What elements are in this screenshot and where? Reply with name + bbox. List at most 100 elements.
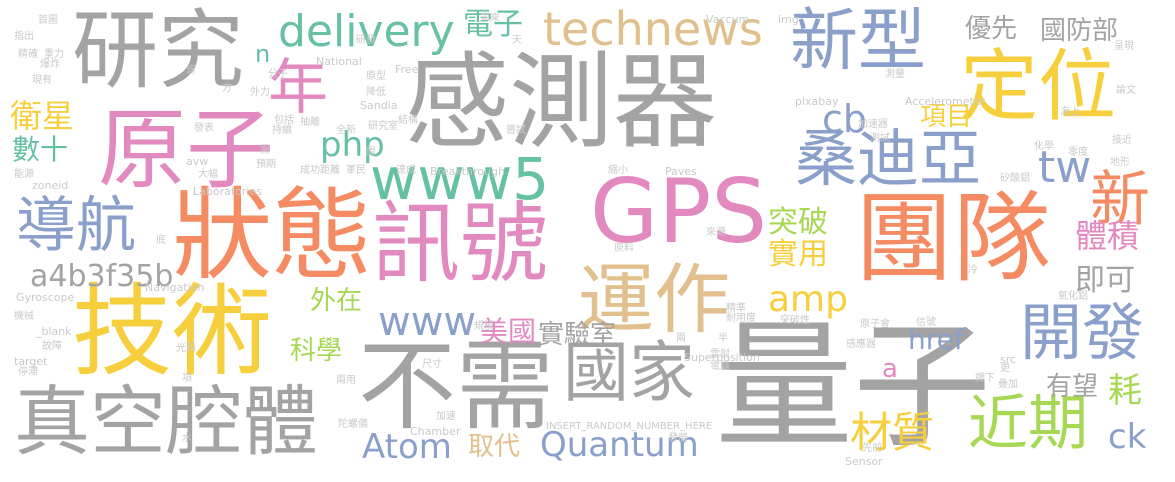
word-promising: 有望 <box>1046 372 1099 402</box>
word-cb: cb <box>822 97 868 141</box>
word-gps: GPS <box>590 160 768 263</box>
word-amp: amp <box>768 279 848 320</box>
word-country: 國家 <box>563 334 695 411</box>
word-href: href <box>908 323 964 356</box>
word-php: php <box>320 125 385 165</box>
word-paves: Paves <box>665 165 697 178</box>
word-s31: 加速器 <box>858 119 888 130</box>
word-s37: 零度 <box>1068 147 1088 158</box>
word-usa: 美國 <box>480 315 537 348</box>
word-www: www <box>378 299 477 345</box>
word-national: National <box>316 55 362 68</box>
word-team: 團隊 <box>855 182 1052 296</box>
word-develop: 開發 <box>1020 296 1145 369</box>
word-technews: technews <box>543 2 763 56</box>
word-chamber: Chamber <box>410 425 461 438</box>
word-s6: 機械 <box>14 311 34 322</box>
word-img: img <box>778 13 799 26</box>
word-accelerometer: Accelerometer <box>905 95 986 108</box>
word-s48: 電腦 <box>710 361 730 372</box>
word-src: src <box>1000 353 1017 366</box>
word-s71: 提 <box>366 147 376 158</box>
word-research: 研究 <box>72 1 244 101</box>
word-s11: 外力 <box>250 87 270 98</box>
word-s14: 發表 <box>194 123 214 134</box>
word-sensor-en: Sensor <box>845 455 883 468</box>
word-s3: 精確 <box>18 49 38 60</box>
word-vacuum-chamber: 真空腔體 <box>14 377 318 466</box>
word-science: 科學 <box>290 336 343 366</box>
word-s39: 矽酸鋁 <box>1000 173 1030 184</box>
word-s8: 停滯 <box>18 367 38 378</box>
word-s34: 海上 <box>1060 107 1080 118</box>
word-target: target <box>14 355 48 368</box>
word-s46: 信號 <box>916 317 936 328</box>
word-s74: 研發 <box>356 35 376 46</box>
word-navigation-en: Navigation <box>145 281 205 294</box>
word-s57: 光照 <box>176 343 196 354</box>
word-s58: 發展 <box>668 433 688 444</box>
word-n: n <box>255 40 271 68</box>
word-s41: 冷 <box>968 265 978 276</box>
word-s10: 分子 <box>268 69 288 80</box>
word-s54: 尺寸 <box>422 359 442 370</box>
word-s9: 重力 <box>44 49 64 60</box>
word-vaccum: Vaccum <box>706 13 750 26</box>
word-insert-random: INSERT_RANDOM_NUMBER_HERE <box>546 421 713 432</box>
word-atom-en: Atom <box>362 427 452 467</box>
word-positioning: 定位 <box>960 42 1117 132</box>
word-s20: 研究室 <box>368 121 398 132</box>
word-superposition: Superposition <box>684 351 760 364</box>
word-breakthrough: 突破 <box>768 205 828 240</box>
word-not-needed: 不需 <box>358 330 555 444</box>
word-s68: 兩 <box>676 333 686 344</box>
word-s18: 距離 <box>320 165 340 176</box>
word-s60: 論文 <box>1116 85 1136 96</box>
word-sandia: 桑迪亞 <box>795 122 982 195</box>
word-s73: 爆炸 <box>40 59 60 70</box>
word-s30: 來源 <box>706 227 726 238</box>
word-s61: 呈現 <box>1114 41 1134 52</box>
word-s72: 規模 <box>474 321 494 332</box>
word-consume: 耗 <box>1108 371 1142 411</box>
word-s43: 耐用度 <box>726 313 756 324</box>
word-s66: 項 <box>182 373 192 384</box>
word-s29: 原料 <box>614 243 634 254</box>
word-s49: 感應器 <box>846 339 876 350</box>
word-s65: 水 <box>182 433 192 444</box>
word-s22: 降低 <box>366 87 386 98</box>
word-s70: 需 <box>260 145 270 156</box>
word-s12: 包括 <box>274 115 294 126</box>
word-dozens: 數十 <box>12 133 69 166</box>
word-atom: 原子 <box>98 98 275 201</box>
word-s25: 軍民 <box>346 165 366 176</box>
word-sandia-en: Sandia <box>360 99 398 112</box>
word-s47: 雷射 <box>710 349 730 360</box>
word-s13: 持續 <box>272 125 292 136</box>
word-gyroscope: Gyroscope <box>16 291 75 304</box>
word-laboratories: Laboratories <box>193 185 262 198</box>
word-state: 狀態 <box>172 177 372 294</box>
word-pixabay: pixabay <box>795 95 839 108</box>
word-s42: 精準 <box>726 303 746 314</box>
word-s24: 抽離 <box>300 117 320 128</box>
word-priority: 優先 <box>965 14 1018 44</box>
word-s7: 故障 <box>42 341 62 352</box>
word-s17: 成功 <box>300 165 320 176</box>
word-s45: 原子會 <box>860 319 890 330</box>
word-laboratory: 實驗室 <box>538 320 617 350</box>
word-s50: 更 <box>1000 363 1010 374</box>
word-blank: _blank <box>36 325 72 338</box>
word-s28: 縮小 <box>608 165 628 176</box>
word-s32: 測試 <box>870 133 890 144</box>
word-s56: 陀螺儀 <box>338 419 368 430</box>
word-s52: 撐下 <box>975 373 995 384</box>
word-s21: 結構 <box>398 115 418 126</box>
word-a: a <box>882 354 898 384</box>
word-external: 外在 <box>310 286 363 316</box>
word-s75: 皆 <box>186 65 196 76</box>
word-s33: 測量 <box>885 69 905 80</box>
word-s55: 加速 <box>436 411 456 422</box>
word-s62: 未來 <box>480 13 500 24</box>
word-s4: 現有 <box>32 75 52 86</box>
